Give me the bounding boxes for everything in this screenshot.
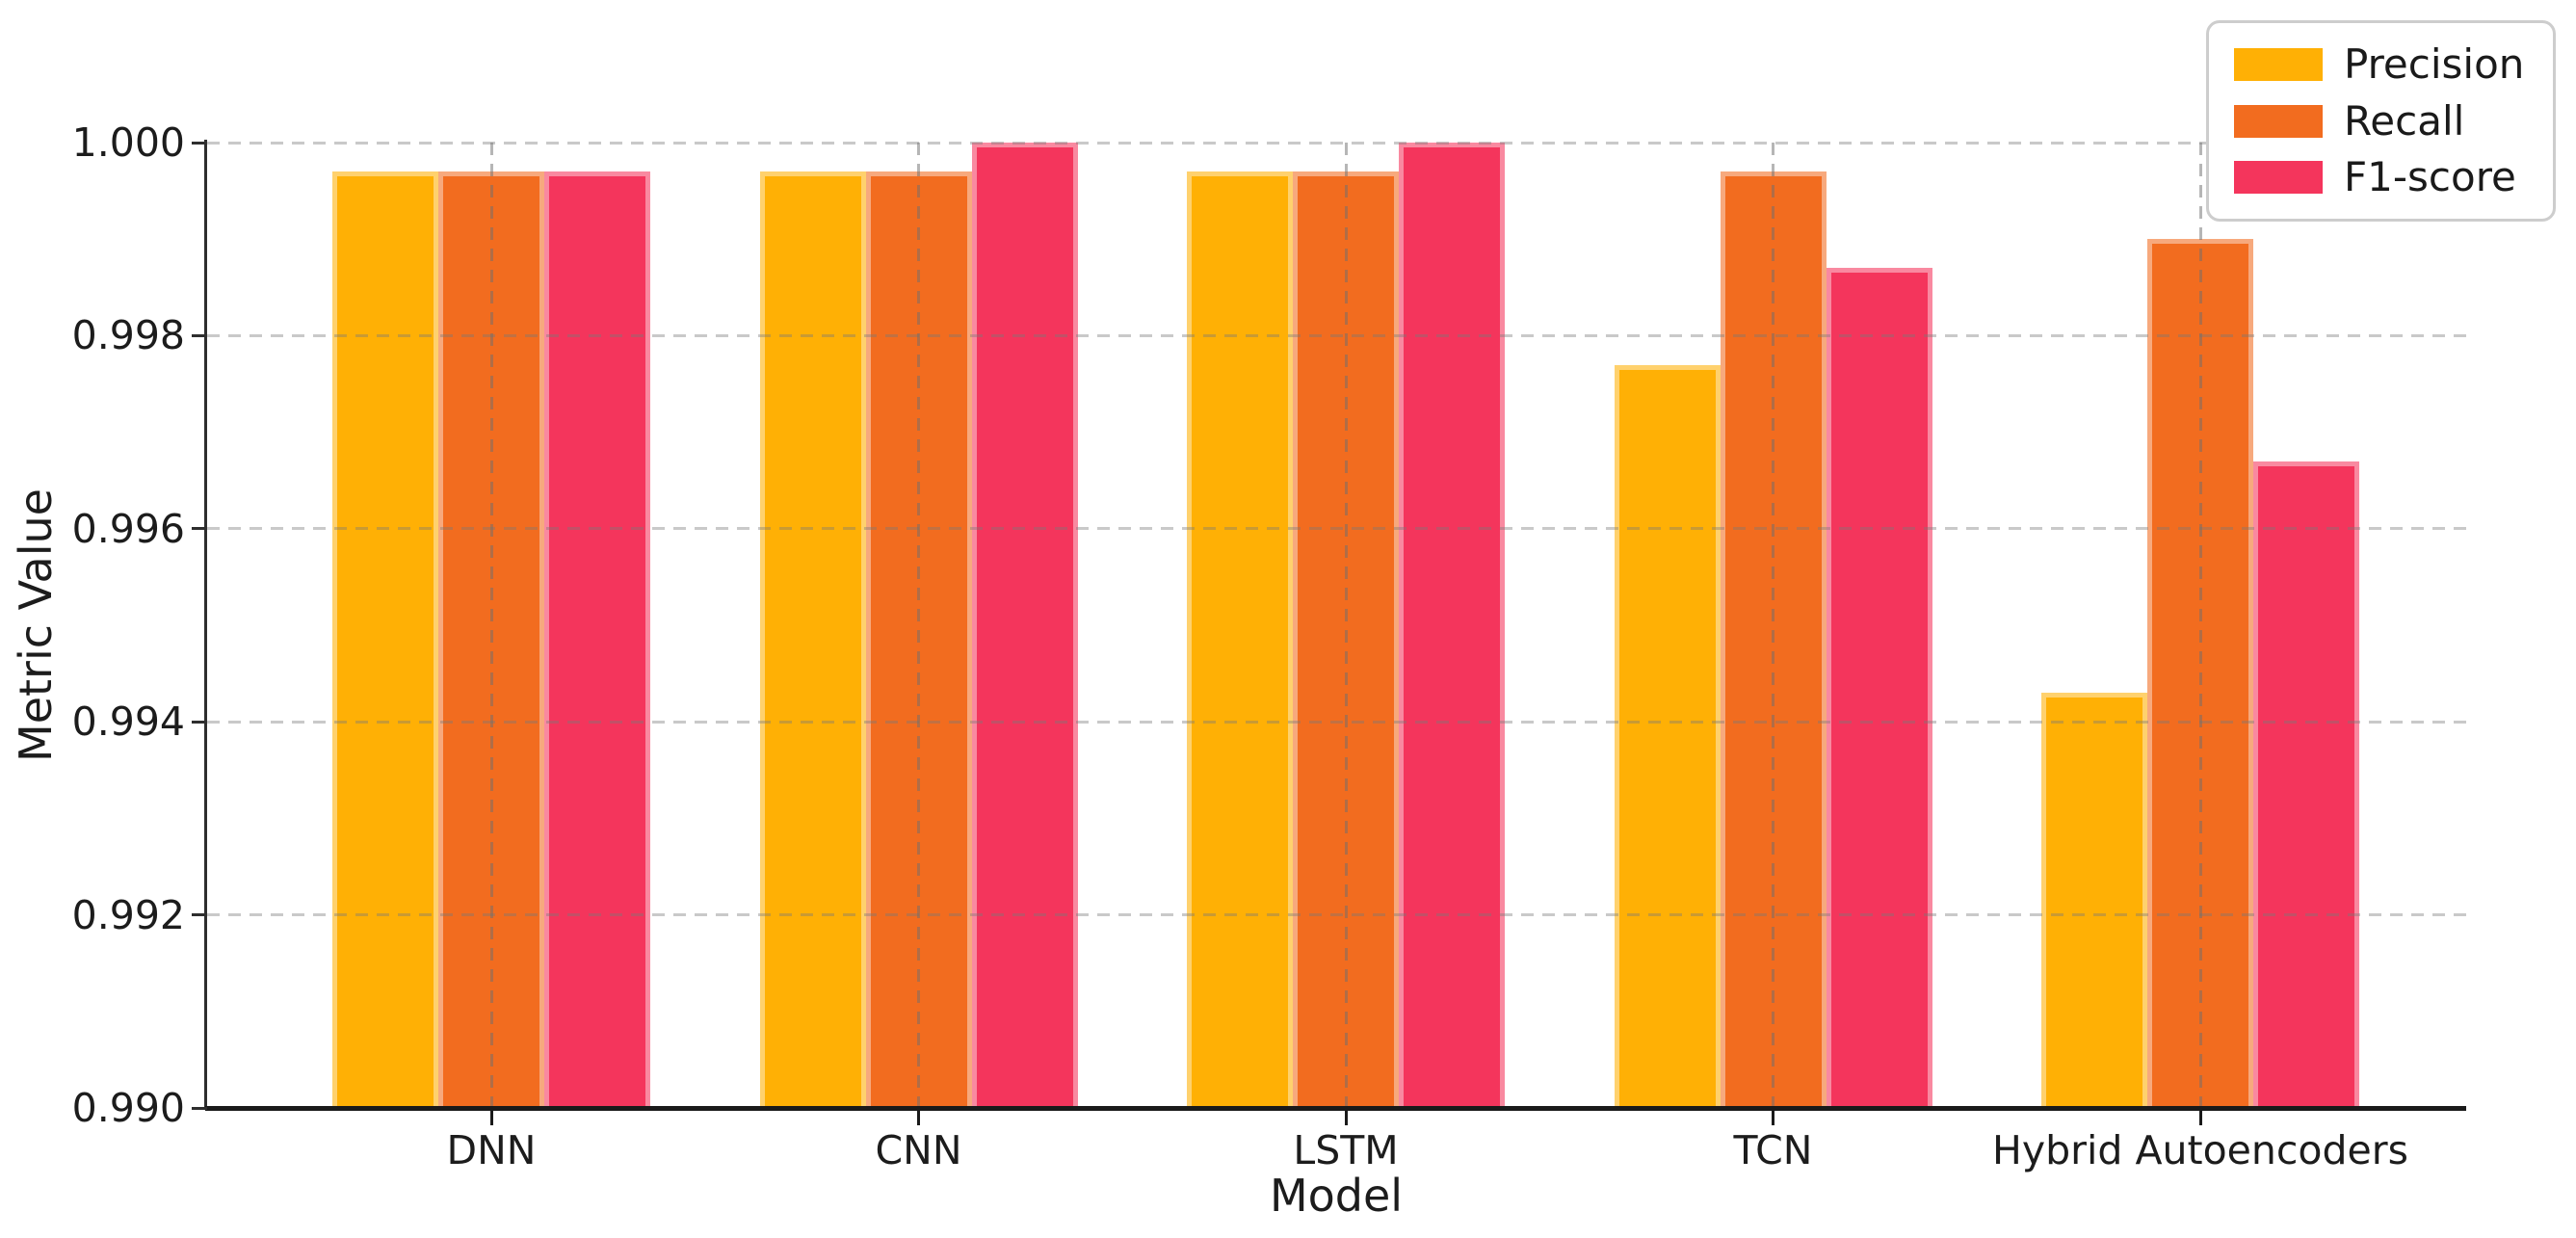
bar-cnn-precision xyxy=(759,171,866,1108)
y-tick-1.000 xyxy=(192,141,207,145)
bar-hybrid-autoencoders-precision xyxy=(2041,693,2147,1108)
y-tick-label: 1.000 xyxy=(71,119,185,166)
legend: Precision Recall F1-score xyxy=(2206,20,2556,222)
bar-tcn-f1-score xyxy=(1826,268,1932,1108)
bar-tcn-precision xyxy=(1614,364,1721,1108)
x-tick-label-hybrid-autoencoders: Hybrid Autoencoders xyxy=(1992,1127,2408,1173)
legend-item-precision: Precision xyxy=(2234,44,2528,85)
legend-swatch-precision xyxy=(2234,48,2323,81)
legend-item-recall: Recall xyxy=(2234,96,2528,145)
x-tick-dnn xyxy=(489,1111,493,1125)
bar-dnn-precision xyxy=(332,171,438,1108)
y-tick-0.998 xyxy=(192,333,207,337)
y-tick-0.990 xyxy=(192,1106,207,1110)
plot-area xyxy=(207,141,2466,1110)
y-tick-label: 0.996 xyxy=(71,505,185,552)
gridline-y-1.000 xyxy=(207,141,2466,145)
x-tick-label-dnn: DNN xyxy=(446,1127,537,1173)
bar-dnn-f1-score xyxy=(544,171,650,1108)
x-axis-spine xyxy=(205,1106,2466,1111)
x-tick-lstm xyxy=(1344,1111,1348,1125)
bar-cnn-f1-score xyxy=(971,143,1078,1108)
y-tick-0.996 xyxy=(192,527,207,531)
x-axis-label: Model xyxy=(1269,1170,1404,1222)
y-tick-label: 0.990 xyxy=(71,1085,185,1131)
legend-swatch-f1-score xyxy=(2234,161,2323,194)
y-tick-label: 0.998 xyxy=(71,312,185,359)
bar-tcn-recall xyxy=(1720,171,1827,1108)
legend-swatch-recall xyxy=(2234,104,2323,138)
bar-dnn-recall xyxy=(438,171,544,1108)
x-tick-tcn xyxy=(1772,1111,1774,1125)
y-tick-0.992 xyxy=(192,913,207,917)
bar-cnn-recall xyxy=(865,171,972,1108)
x-tick-hybrid-autoencoders xyxy=(2198,1111,2202,1125)
legend-label-recall: Recall xyxy=(2344,96,2465,145)
y-tick-label: 0.992 xyxy=(71,891,185,938)
legend-label-precision: Precision xyxy=(2344,40,2525,88)
bar-hybrid-autoencoders-recall xyxy=(2147,239,2253,1108)
x-tick-label-lstm: LSTM xyxy=(1293,1127,1399,1173)
x-tick-label-cnn: CNN xyxy=(875,1127,962,1173)
x-tick-cnn xyxy=(917,1111,920,1125)
y-axis-spine xyxy=(204,140,207,1108)
bar-lstm-precision xyxy=(1187,171,1293,1108)
bar-hybrid-autoencoders-f1-score xyxy=(2253,461,2359,1108)
legend-label-f1-score: F1-score xyxy=(2344,153,2516,200)
bar-lstm-recall xyxy=(1293,171,1399,1108)
bar-lstm-f1-score xyxy=(1399,143,1505,1108)
y-tick-label: 0.994 xyxy=(71,698,185,746)
x-tick-label-tcn: TCN xyxy=(1733,1127,1813,1173)
legend-item-f1-score: F1-score xyxy=(2234,157,2528,198)
y-tick-0.994 xyxy=(192,720,207,724)
